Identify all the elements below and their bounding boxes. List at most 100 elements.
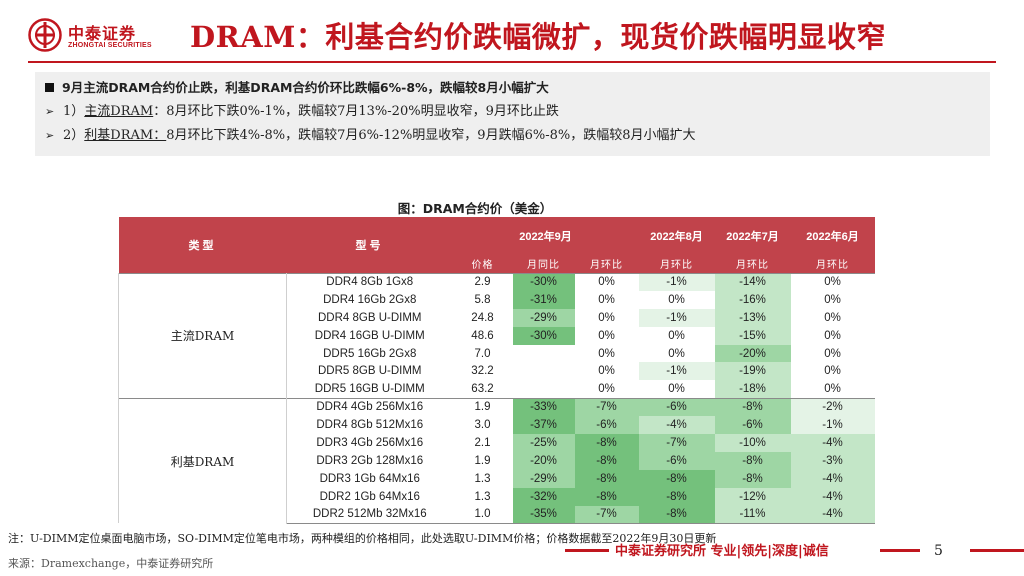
header-divider: [28, 61, 996, 63]
header-month-sep: 2022年9月: [452, 217, 639, 255]
jun-mom-cell: 0%: [824, 293, 841, 306]
price-cell: 32.2: [471, 365, 494, 378]
jun-mom-cell: 0%: [824, 365, 841, 378]
sep-mom-cell: -8%: [574, 451, 639, 470]
header-mom: 月环比: [790, 255, 875, 273]
sep-yoy-cell: -30%: [512, 272, 575, 291]
model-cell: DDR4 16Gb 2Gx8: [323, 293, 417, 306]
jul-mom-cell: -15%: [714, 326, 791, 345]
table-row: DDR4 16Gb 2Gx8 5.8 -31% 0% 0% -16% 0%: [119, 290, 875, 309]
header-month-jul: 2022年7月: [714, 217, 791, 255]
sep-yoy-cell: [513, 380, 575, 398]
model-cell: DDR5 16GB U-DIMM: [314, 383, 425, 396]
jul-mom-cell: -13%: [714, 308, 791, 327]
footer-slogan: 中泰证券研究所 专业|领先|深度|诚信: [615, 544, 829, 559]
aug-mom-cell: -8%: [638, 505, 715, 524]
price-cell: 1.9: [474, 454, 491, 467]
price-cell: 5.8: [474, 293, 491, 306]
logo-company-name: 中泰证券: [68, 24, 137, 43]
price-cell: 7.0: [474, 347, 491, 360]
summary-point-text: ：8月环比下跌0%-1%，跌幅较7月13%-20%明显收窄，9月环比止跌: [153, 104, 559, 119]
summary-point: ➢ 1）主流DRAM：8月环比下跌0%-1%，跌幅较7月13%-20%明显收窄，9…: [45, 100, 990, 124]
jun-mom-cell: -1%: [790, 416, 875, 435]
price-cell: 2.9: [452, 272, 513, 291]
company-logo: 中泰证券 ZHONGTAI SECURITIES: [28, 16, 160, 56]
square-bullet-icon: [45, 83, 54, 92]
model-cell: DDR5 8GB U-DIMM: [317, 365, 422, 378]
summary-point: ➢ 2）利基DRAM：8月环比下跌4%-8%，跌幅较7月6%-12%明显收窄，9月…: [45, 124, 990, 148]
header-mom: 月环比: [574, 255, 639, 273]
model-cell: DDR4 8Gb 1Gx8: [286, 272, 453, 291]
summary-box: 9月主流DRAM合约价止跌，利基DRAM合约价环比跌幅6%-8%，跌幅较8月小幅…: [35, 72, 990, 156]
aug-mom-cell: -1%: [638, 362, 715, 381]
table-row: DDR3 1Gb 64Mx16 1.3 -29% -8% -8% -8% -4%: [119, 469, 875, 488]
model-cell: DDR5 16Gb 2Gx8: [323, 347, 417, 360]
jul-mom-cell: -8%: [714, 469, 791, 488]
price-cell: 1.9: [452, 397, 513, 417]
model-cell: DDR4 8GB U-DIMM: [317, 311, 422, 324]
sep-yoy-cell: -30%: [512, 326, 575, 345]
sep-mom-cell: -8%: [574, 434, 639, 452]
aug-mom-cell: 0%: [668, 293, 685, 306]
aug-mom-cell: -6%: [638, 451, 715, 470]
summary-point-label: 利基DRAM：: [84, 128, 167, 143]
jun-mom-cell: 0%: [824, 311, 841, 324]
jun-mom-cell: -3%: [790, 451, 875, 470]
table-row: DDR4 8Gb 512Mx16 3.0 -37% -6% -4% -6% -1%: [119, 416, 875, 435]
summary-point-label: 主流DRAM: [84, 104, 154, 119]
table-row: DDR5 16Gb 2Gx8 7.0 0% 0% -20% 0%: [119, 344, 875, 363]
sep-yoy-cell: [513, 345, 575, 363]
jun-mom-cell: 0%: [824, 347, 841, 360]
sep-mom-cell: 0%: [598, 293, 615, 306]
category-cell: 主流DRAM: [118, 272, 287, 399]
model-cell: DDR3 1Gb 64Mx16: [319, 472, 420, 485]
table-row: DDR5 8GB U-DIMM 32.2 0% -1% -19% 0%: [119, 362, 875, 381]
summary-point-prefix: 2）: [63, 128, 85, 143]
sep-mom-cell: -8%: [574, 487, 639, 506]
jul-mom-cell: -19%: [714, 362, 791, 381]
jun-mom-cell: 0%: [824, 383, 841, 396]
price-cell: 1.3: [474, 472, 491, 485]
jun-mom-cell: -4%: [790, 469, 875, 488]
source-note: 来源：Dramexchange，中泰证券研究所: [8, 557, 214, 570]
header-model: 型号: [286, 217, 453, 273]
aug-mom-cell: -4%: [638, 416, 715, 435]
model-cell: DDR2 512Mb 32Mx16: [286, 505, 453, 524]
aug-mom-cell: 0%: [668, 383, 685, 396]
price-cell: 3.0: [474, 419, 491, 432]
header-yoy: 月同比: [512, 255, 575, 273]
jul-mom-cell: -8%: [714, 451, 791, 470]
aug-mom-cell: -1%: [638, 308, 715, 327]
jun-mom-cell: 0%: [790, 272, 875, 291]
sep-yoy-cell: -37%: [512, 416, 575, 435]
header-price: 价格: [452, 255, 513, 273]
model-cell: DDR4 16GB U-DIMM: [314, 329, 425, 342]
figure-title: 图：DRAM合约价（美金）: [397, 201, 553, 216]
arrow-bullet-icon: ➢: [45, 129, 55, 142]
jun-mom-cell: -4%: [790, 505, 875, 524]
aug-mom-cell: -8%: [638, 487, 715, 506]
sep-yoy-cell: -20%: [512, 451, 575, 470]
header-month-aug: 2022年8月: [638, 217, 715, 255]
sep-yoy-cell: [513, 362, 575, 380]
arrow-bullet-icon: ➢: [45, 105, 55, 118]
logo-company-name-en: ZHONGTAI SECURITIES: [68, 42, 152, 49]
sep-yoy-cell: -29%: [512, 308, 575, 327]
sep-mom-cell: -7%: [574, 505, 639, 524]
jun-mom-cell: -4%: [790, 434, 875, 452]
sep-mom-cell: 0%: [598, 311, 615, 324]
price-cell: 48.6: [471, 329, 494, 342]
jun-mom-cell: -4%: [790, 487, 875, 506]
header-month-jun: 2022年6月: [790, 217, 875, 255]
jul-mom-cell: -6%: [714, 416, 791, 435]
sep-yoy-cell: -29%: [512, 469, 575, 488]
sep-yoy-cell: -31%: [512, 290, 575, 309]
price-cell: 1.3: [474, 490, 491, 503]
model-cell: DDR4 4Gb 256Mx16: [286, 397, 453, 417]
summary-headline: 9月主流DRAM合约价止跌，利基DRAM合约价环比跌幅6%-8%，跌幅较8月小幅…: [45, 76, 990, 100]
model-cell: DDR2 1Gb 64Mx16: [319, 490, 420, 503]
table-row: DDR3 4Gb 256Mx16 2.1 -25% -8% -7% -10% -4%: [119, 434, 875, 452]
footer-divider: [880, 549, 920, 552]
sep-yoy-cell: -25%: [512, 434, 575, 452]
price-cell: 1.0: [452, 505, 513, 524]
